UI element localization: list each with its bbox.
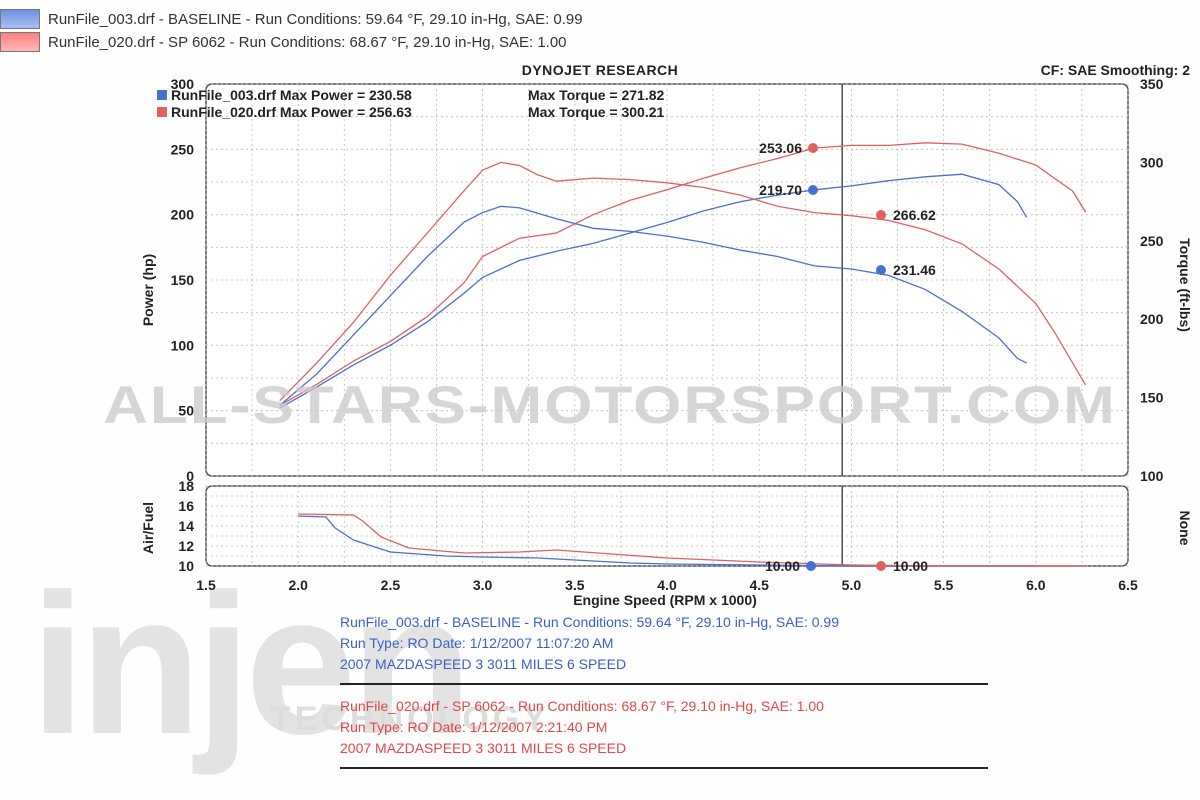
cursor-baseline-af-marker xyxy=(806,561,816,571)
chart-brand-title: DYNOJET RESEARCH xyxy=(521,62,679,78)
xtick-label: 2.5 xyxy=(381,577,401,593)
power-axis-label: Power (hp) xyxy=(140,254,156,326)
footer-baseline-run: RunFile_003.drf - BASELINE - Run Conditi… xyxy=(340,614,839,630)
series-line-2 xyxy=(279,205,1027,406)
cursor-baseline-af-value: 10.00 xyxy=(765,558,800,574)
af-plot-ytick-label: 14 xyxy=(178,518,194,534)
series-line-3 xyxy=(279,161,1087,402)
main-plot-ytick-label: 0 xyxy=(186,468,194,484)
main-plot-y2tick-label: 100 xyxy=(1140,468,1164,484)
baseline-color-swatch xyxy=(0,9,40,29)
af-series-line-1 xyxy=(298,513,1086,567)
cursor-sp-power-value: 253.06 xyxy=(759,140,802,156)
correction-smoothing-info: CF: SAE Smoothing: 2 xyxy=(1040,62,1190,78)
cursor-readouts: 253.06 219.70 266.62 231.46 10.00 10.00 xyxy=(759,140,936,574)
main-plot-y2tick-label: 300 xyxy=(1140,154,1164,170)
header-run-baseline-text: RunFile_003.drf - BASELINE - Run Conditi… xyxy=(48,10,583,28)
torque-axis-label: Torque (ft-lbs) xyxy=(1177,238,1193,332)
legend-baseline-power: RunFile_003.drf Max Power = 230.58 xyxy=(171,87,412,103)
watermark-text: ALL-STARS-MOTORSPORT.COM xyxy=(103,376,1117,435)
cursor-sp-af-value: 10.00 xyxy=(893,558,928,574)
power-torque-plot: 0 50 100 150 200 250 300 100 150 200 250 300 350 xyxy=(171,76,1164,484)
af-plot-ytick-label: 16 xyxy=(178,498,194,514)
footer-baseline-vehicle: 2007 MAZDASPEED 3 3011 MILES 6 SPEED xyxy=(340,656,627,672)
header-run-sp: RunFile_020.drf - SP 6062 - Run Conditio… xyxy=(0,31,567,53)
series-line-0 xyxy=(279,173,1028,409)
xtick-label: 5.0 xyxy=(842,577,862,593)
xtick-label: 3.5 xyxy=(565,577,585,593)
main-plot-ytick-label: 100 xyxy=(171,337,195,353)
cursor-baseline-power-value: 219.70 xyxy=(759,182,802,198)
main-plot-y2tick-label: 150 xyxy=(1140,390,1164,406)
series-line-1 xyxy=(279,142,1087,406)
main-plot-ytick-label: 50 xyxy=(178,403,194,419)
legend-sp-marker xyxy=(157,107,167,117)
header-run-baseline: RunFile_003.drf - BASELINE - Run Conditi… xyxy=(0,8,583,30)
legend-baseline-marker xyxy=(157,90,167,100)
xtick-label: 2.0 xyxy=(288,577,308,593)
xtick-label: 5.5 xyxy=(934,577,954,593)
sp-color-swatch xyxy=(0,32,40,52)
cursor-baseline-torque-value: 231.46 xyxy=(893,262,936,278)
axes-labels: Power (hp) Torque (ft-lbs) Air/Fuel None… xyxy=(140,238,1193,608)
footer-divider xyxy=(340,683,988,685)
legend-baseline-torque: Max Torque = 271.82 xyxy=(528,87,665,103)
max-values-legend: RunFile_003.drf Max Power = 230.58 Max T… xyxy=(157,87,665,120)
legend-sp-torque: Max Torque = 300.21 xyxy=(528,104,665,120)
watermark-logo: injen xyxy=(30,553,473,776)
af-plot-ytick-label: 10 xyxy=(178,558,194,574)
footer-sp-date: Run Type: RO Date: 1/12/2007 2:21:40 PM xyxy=(340,719,608,735)
af-plot-ytick-label: 18 xyxy=(178,478,194,494)
cursor-baseline-torque-marker xyxy=(876,265,886,275)
footer-bottom-divider xyxy=(340,767,988,769)
main-plot-ytick-label: 250 xyxy=(171,141,195,157)
af-plot-ytick-label: 12 xyxy=(178,538,194,554)
main-plot-ytick-label: 200 xyxy=(171,207,195,223)
footer-sp-run: RunFile_020.drf - SP 6062 - Run Conditio… xyxy=(340,698,824,714)
xtick-label: 6.0 xyxy=(1026,577,1046,593)
cursor-sp-torque-marker xyxy=(876,210,886,220)
legend-sp-power: RunFile_020.drf Max Power = 256.63 xyxy=(171,104,412,120)
xtick-label: 3.0 xyxy=(473,577,493,593)
header-run-sp-text: RunFile_020.drf - SP 6062 - Run Conditio… xyxy=(48,33,567,51)
footer-baseline-date: Run Type: RO Date: 1/12/2007 11:07:20 AM xyxy=(340,635,614,651)
xtick-label: 4.5 xyxy=(749,577,769,593)
main-plot-y2tick-label: 350 xyxy=(1140,76,1164,92)
main-plot-ytick-label: 300 xyxy=(171,76,195,92)
engine-speed-axis-label: Engine Speed (RPM x 1000) xyxy=(573,592,757,608)
cursor-sp-af-marker xyxy=(876,561,886,571)
air-fuel-right-axis-label: None xyxy=(1177,511,1193,546)
xtick-label: 1.5 xyxy=(196,577,216,593)
air-fuel-plot: 10 12 14 16 18 1.5 2.0 2.5 3.0 3.5 4.0 4.5 5.0 5.5 6.0… xyxy=(178,478,1138,593)
main-plot-ytick-label: 150 xyxy=(171,272,195,288)
footer-sp-vehicle: 2007 MAZDASPEED 3 3011 MILES 6 SPEED xyxy=(340,740,627,756)
xtick-label: 6.5 xyxy=(1118,577,1138,593)
footer-sp-info: RunFile_020.drf - SP 6062 - Run Conditio… xyxy=(340,696,824,759)
cursor-sp-power-marker xyxy=(808,143,818,153)
cursor-baseline-power-marker xyxy=(808,185,818,195)
main-plot-y2tick-label: 250 xyxy=(1140,233,1164,249)
air-fuel-axis-label: Air/Fuel xyxy=(140,502,156,554)
xtick-label: 4.0 xyxy=(657,577,677,593)
main-plot-y2tick-label: 200 xyxy=(1140,311,1164,327)
af-series-line-0 xyxy=(298,515,1036,567)
watermark-logo-subtitle: TECHNOLOGY xyxy=(270,700,550,738)
cursor-sp-torque-value: 266.62 xyxy=(893,207,936,223)
footer-baseline-info: RunFile_003.drf - BASELINE - Run Conditi… xyxy=(340,612,839,675)
